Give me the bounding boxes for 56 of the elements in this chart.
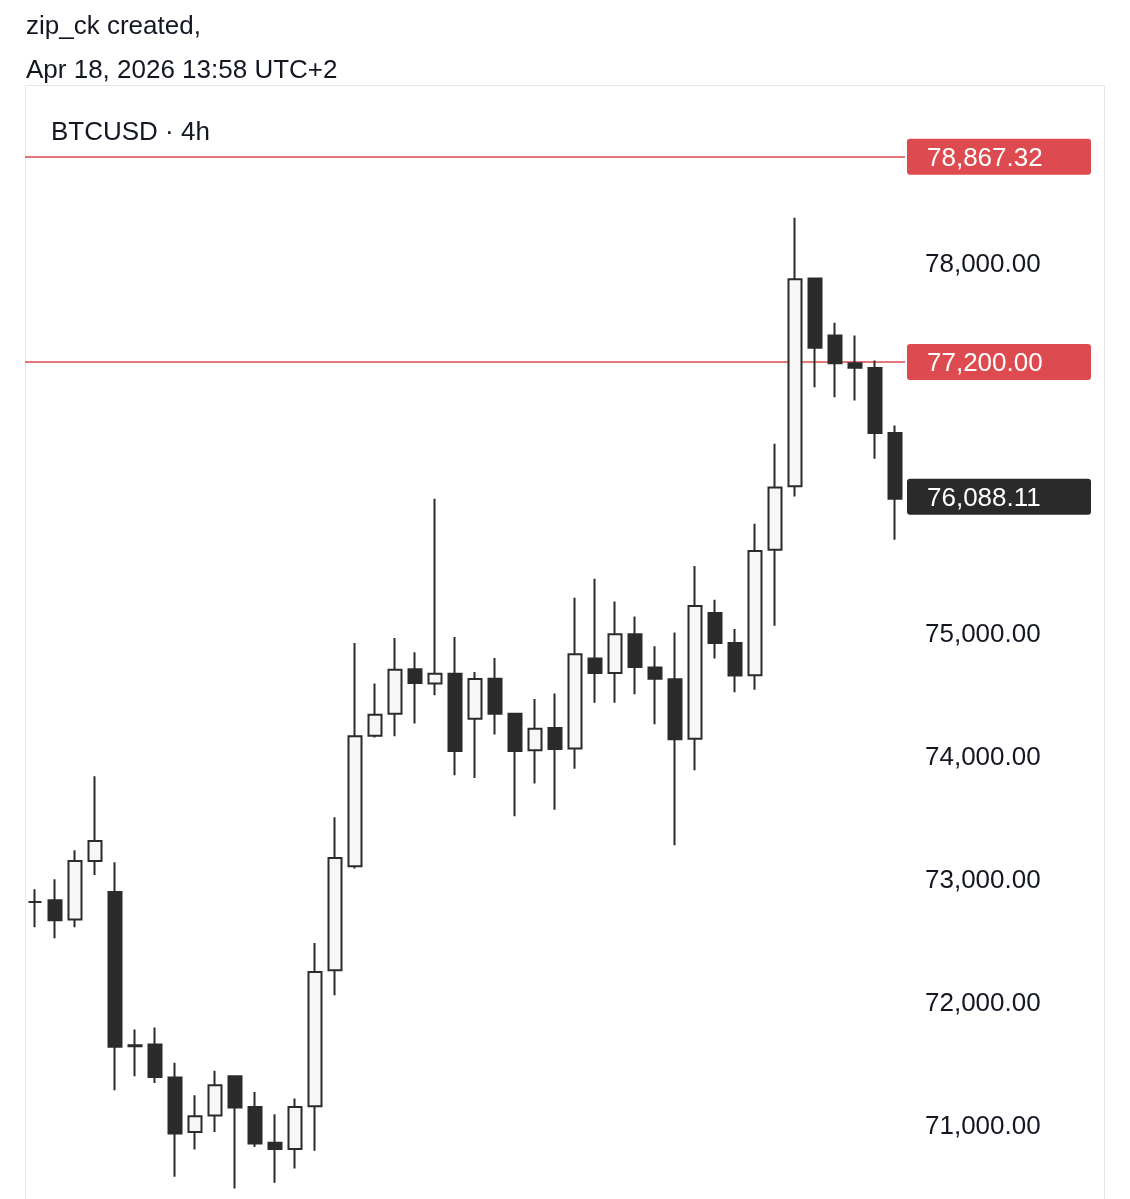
candlestick (587, 577, 603, 704)
y-tick-label: 75,000.00 (925, 617, 1041, 648)
text: 76,088.11 (927, 481, 1041, 512)
candlestick (327, 816, 343, 997)
text: BTCUSD · 4h (51, 116, 210, 146)
candlestick (867, 359, 883, 460)
candlestick (47, 878, 63, 940)
candlestick (307, 941, 323, 1152)
candlestick (807, 277, 823, 389)
candlestick (507, 711, 523, 818)
candlestick (647, 645, 663, 726)
y-tick-label: 73,000.00 (925, 863, 1041, 894)
candlestick (467, 671, 483, 780)
y-tick-label: 74,000.00 (925, 740, 1041, 771)
candlestick (567, 596, 583, 770)
candlestick (487, 657, 503, 736)
candlestick (667, 631, 683, 847)
ref-line-label: 77,200.00 (927, 346, 1043, 377)
candlestick (347, 642, 363, 870)
candlestick (167, 1061, 183, 1178)
candlestick (687, 565, 703, 772)
ref-line-label: 78,867.32 (927, 141, 1043, 172)
candlestick (147, 1026, 163, 1085)
y-tick-label: 78,000.00 (925, 248, 1041, 279)
candlestick (27, 888, 43, 929)
candlestick (847, 334, 863, 402)
candlestick (427, 497, 443, 697)
candlestick (447, 636, 463, 777)
candlestick (547, 692, 563, 811)
y-tick-label: 71,000.00 (925, 1110, 1041, 1141)
candlestick (287, 1097, 303, 1170)
candlestick (207, 1069, 223, 1133)
candlestick (887, 424, 903, 541)
candlestick (767, 442, 783, 627)
candlestick (187, 1094, 203, 1151)
candlestick (107, 861, 123, 1092)
candlestick (827, 321, 843, 399)
text: Apr 18, 2026 13:58 UTC+2 (26, 54, 338, 84)
candlestick (727, 628, 743, 694)
candlestick (127, 1028, 143, 1078)
candlestick (407, 651, 423, 725)
candlestick (247, 1090, 263, 1148)
candlestick (227, 1074, 243, 1190)
candlestick (607, 600, 623, 704)
y-tick-label: 72,000.00 (925, 987, 1041, 1018)
candlestick (87, 775, 103, 877)
candlestick (707, 598, 723, 660)
candlestick (527, 697, 543, 785)
candlestick (367, 682, 383, 739)
candlestick (787, 216, 803, 498)
text: zip_ck created, (26, 10, 201, 40)
candlestick (387, 637, 403, 738)
candlestick (67, 849, 83, 929)
candlestick (627, 615, 643, 696)
candlestick (747, 522, 763, 691)
candlestick (267, 1113, 283, 1184)
